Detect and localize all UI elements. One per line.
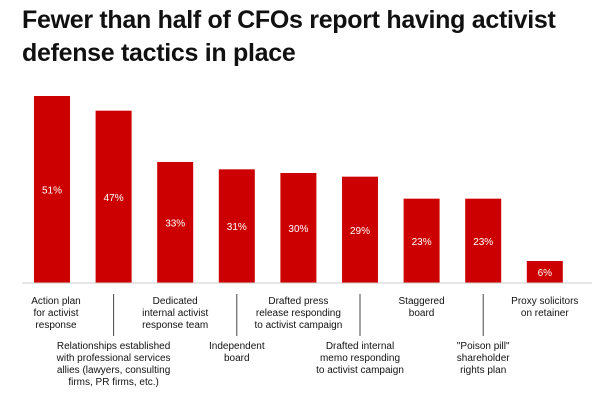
bar-7 (403, 198, 440, 283)
label-leader-lines (113, 294, 484, 336)
value-label-7: 23% (412, 237, 432, 248)
category-label-6: Drafted internal memo responding to activi… (316, 341, 404, 376)
category-label-8: "Poison pill" shareholder rights plan (457, 341, 510, 376)
bars-group (34, 96, 563, 284)
value-label-4: 31% (227, 222, 247, 233)
category-label-5: Drafted press release responding to activi… (254, 296, 342, 331)
bar-1 (34, 96, 70, 283)
category-label-9: Proxy solicitors on retainer (511, 296, 578, 319)
bar-4 (218, 169, 255, 283)
category-labels-group: Action plan for activist response Relations… (31, 296, 578, 388)
value-label-1: 51% (42, 186, 62, 197)
bar-3 (157, 162, 194, 283)
value-label-6: 29% (350, 226, 370, 237)
value-label-5: 30% (288, 224, 308, 235)
bar-8 (465, 198, 502, 283)
category-label-3: Dedicated internal activist response team (142, 296, 208, 331)
category-label-1: Action plan for activist response (31, 296, 80, 331)
bar-5 (280, 173, 317, 283)
bar-2 (95, 110, 132, 284)
value-label-9: 6% (538, 268, 553, 279)
value-labels-group: 51% 47% 33% 31% 30% 29% 23% 23% 6% (42, 186, 552, 280)
value-label-8: 23% (473, 237, 493, 248)
chart-title: Fewer than half of CFOs report having ac… (22, 6, 556, 67)
value-label-3: 33% (165, 219, 185, 230)
value-label-2: 47% (104, 193, 124, 204)
bar-9 (526, 261, 563, 283)
category-label-2: Relationships established with profession… (56, 341, 171, 388)
bar-6 (342, 176, 378, 283)
category-label-4: Independent board (209, 341, 265, 364)
category-label-7: Staggered board (399, 296, 445, 319)
